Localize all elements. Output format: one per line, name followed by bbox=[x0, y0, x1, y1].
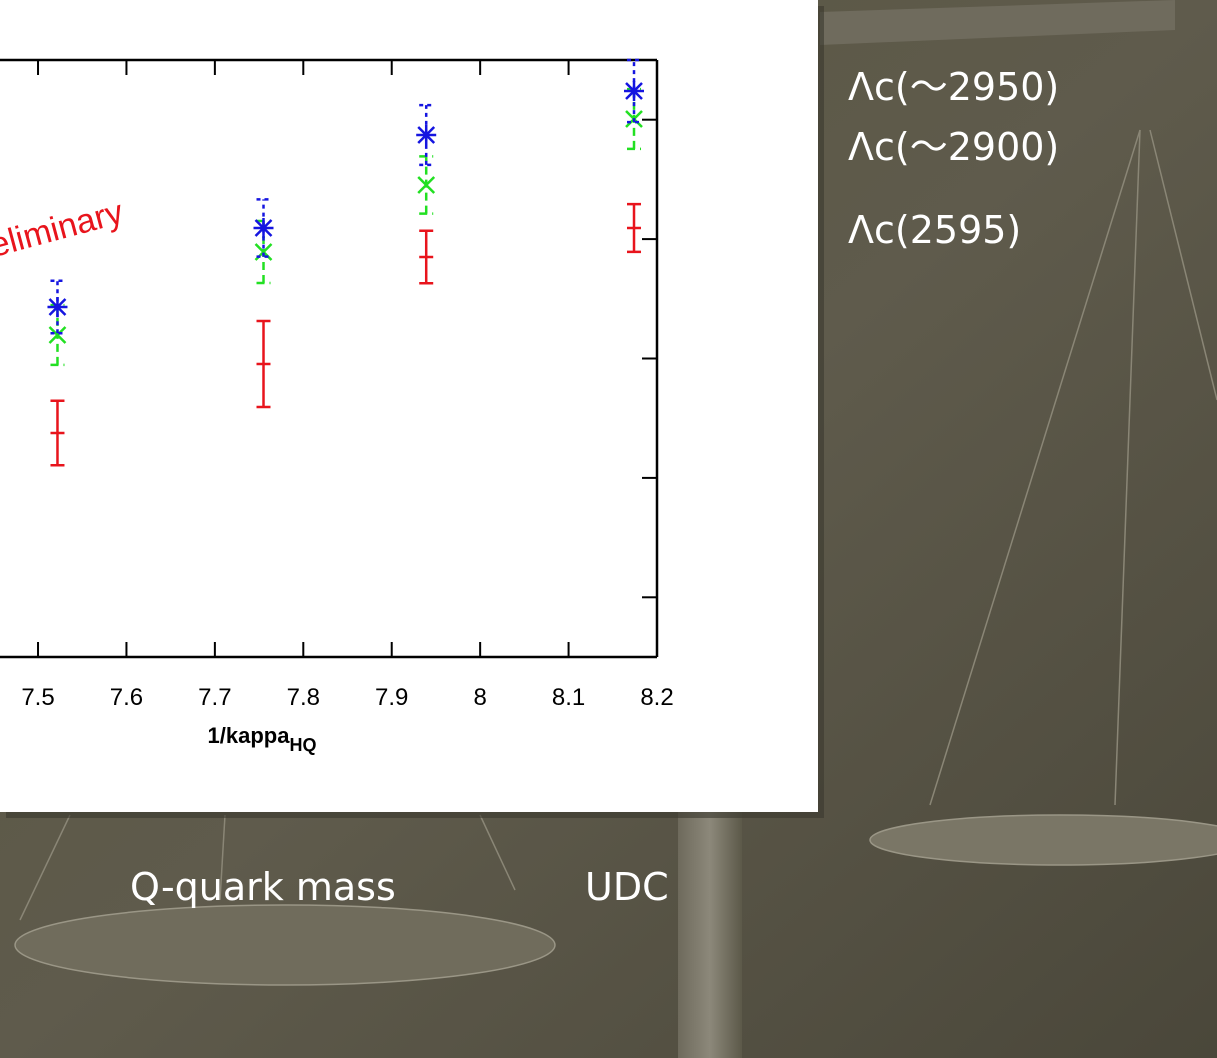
error-bar bbox=[256, 198, 271, 258]
marker bbox=[624, 81, 645, 102]
x-tick-label: 8.2 bbox=[640, 684, 673, 711]
chart-panel bbox=[0, 0, 818, 812]
x-tick-label: 7.6 bbox=[110, 684, 143, 711]
slide-label: Λc(2595) bbox=[848, 208, 1021, 252]
marker bbox=[416, 124, 437, 145]
marker bbox=[417, 176, 436, 194]
x-tick-label: 7.9 bbox=[375, 684, 408, 711]
x-axis-label: 1/kappaHQ bbox=[208, 723, 317, 755]
x-axis-label-main: 1/kappa bbox=[208, 723, 291, 748]
x-axis-label-sub: HQ bbox=[289, 735, 316, 755]
x-tick-label: 8.1 bbox=[552, 684, 585, 711]
error-bar bbox=[419, 103, 434, 167]
slide-label: Λc(～2900) bbox=[848, 125, 1059, 169]
marker bbox=[253, 217, 274, 238]
scale-decoration bbox=[14, 0, 1217, 1058]
marker bbox=[48, 326, 67, 344]
x-tick-label: 7.7 bbox=[198, 684, 231, 711]
error-bar bbox=[627, 58, 642, 124]
slide-label: Λc(～2950) bbox=[848, 65, 1059, 109]
error-bar-line bbox=[419, 103, 434, 167]
error-bar-line bbox=[256, 198, 271, 258]
marker bbox=[47, 297, 68, 318]
error-bar-line bbox=[627, 58, 642, 124]
slide-label: UDC bbox=[585, 865, 669, 909]
x-tick-label: 7.8 bbox=[287, 684, 320, 711]
slide-label: Q-quark mass bbox=[130, 865, 396, 909]
x-tick-label: 8 bbox=[473, 684, 486, 711]
x-tick-label: 7.5 bbox=[21, 684, 54, 711]
